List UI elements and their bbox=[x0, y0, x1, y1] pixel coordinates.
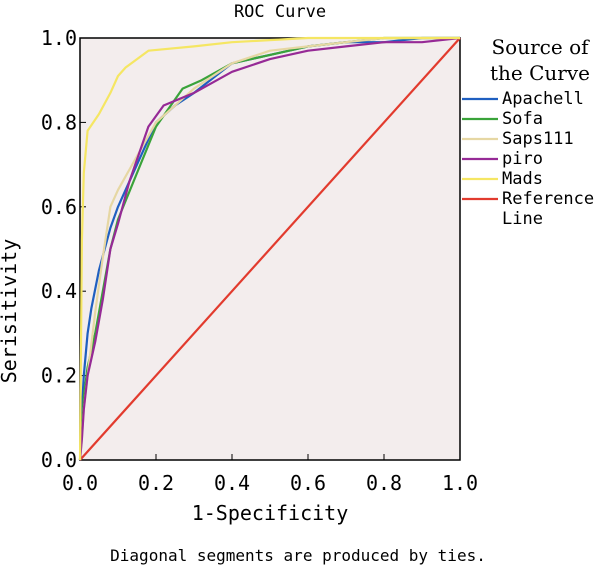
legend-title-line1: Source of bbox=[491, 35, 590, 59]
legend-label-mads: Mads bbox=[502, 169, 543, 189]
legend-label-sofa: Sofa bbox=[502, 109, 543, 129]
legend-label-saps111: Saps111 bbox=[502, 129, 574, 149]
x-tick-label: 1.0 bbox=[442, 471, 478, 495]
x-axis-label: 1-Specificity bbox=[192, 501, 349, 525]
x-tick-label: 0.0 bbox=[62, 471, 98, 495]
legend-label-reference: Reference Line bbox=[502, 189, 594, 229]
x-tick-label: 0.6 bbox=[290, 471, 326, 495]
series-line-reference bbox=[79, 37, 461, 461]
x-tick-label: 0.8 bbox=[366, 471, 402, 495]
y-tick-label: 0.0 bbox=[41, 448, 77, 472]
series-line-mads bbox=[78, 36, 460, 461]
y-tick-label: 0.2 bbox=[41, 364, 77, 388]
x-tick-label: 0.2 bbox=[138, 471, 174, 495]
series-line-piro bbox=[78, 36, 461, 461]
x-tick-label: 0.4 bbox=[214, 471, 250, 495]
y-axis-label: Serisitivity bbox=[0, 239, 21, 384]
y-tick-label: 0.4 bbox=[41, 279, 77, 303]
y-tick-label: 1.0 bbox=[41, 26, 77, 50]
footnote: Diagonal segments are produced by ties. bbox=[110, 546, 486, 565]
chart-title: ROC Curve bbox=[234, 2, 326, 22]
y-tick-label: 0.6 bbox=[41, 195, 77, 219]
legend-title-line2: the Curve bbox=[490, 61, 590, 85]
legend-label-apachell: Apachell bbox=[502, 89, 584, 109]
y-tick-label: 0.8 bbox=[41, 110, 77, 134]
legend-label-piro: piro bbox=[502, 149, 543, 169]
